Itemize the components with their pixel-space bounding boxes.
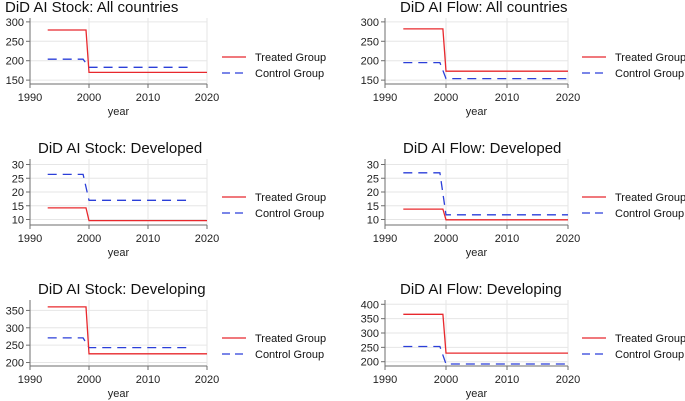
control-group-line	[47, 58, 190, 68]
x-tick-label: 2000	[77, 374, 101, 386]
chart-title: DiD AI Flow: Developing	[400, 281, 562, 298]
x-tick-label: 2020	[556, 92, 580, 104]
legend-label-treated: Treated Group	[255, 333, 326, 345]
y-tick-label: 250	[6, 36, 24, 48]
x-tick-label: 2000	[434, 233, 458, 245]
x-tick-label: 1990	[373, 374, 397, 386]
y-tick-label: 200	[361, 357, 379, 369]
x-tick-label: 2000	[434, 374, 458, 386]
y-tick-label: 150	[6, 75, 24, 87]
y-tick-label: 300	[361, 328, 379, 340]
x-tick-label: 2010	[495, 233, 519, 245]
y-tick-label: 200	[6, 358, 24, 370]
x-tick-label: 2010	[136, 374, 160, 386]
x-tick-label: 1990	[18, 233, 42, 245]
x-tick-label: 2020	[556, 374, 580, 386]
legend-label-treated: Treated Group	[615, 333, 685, 345]
chart-panel-2: DiD AI Flow: All countries 150 200 250 300 19…	[361, 0, 685, 118]
control-group-line	[403, 61, 568, 80]
chart-title: DiD AI Stock: Developed	[38, 140, 202, 157]
legend-label-treated: Treated Group	[615, 192, 685, 204]
treated-group-line	[403, 28, 568, 72]
y-tick-label: 300	[6, 17, 24, 29]
y-tick-label: 150	[361, 75, 379, 87]
y-tick-label: 300	[6, 323, 24, 335]
x-tick-label: 2010	[136, 233, 160, 245]
x-tick-label: 2020	[195, 233, 219, 245]
control-group-line	[403, 345, 568, 365]
y-tick-label: 10	[367, 215, 379, 227]
control-group-line	[47, 337, 190, 349]
x-tick-label: 1990	[18, 92, 42, 104]
y-tick-label: 20	[12, 187, 24, 199]
treated-group-line	[47, 306, 207, 355]
x-tick-label: 2000	[77, 92, 101, 104]
control-group-line	[47, 173, 190, 201]
chart-title: DiD AI Flow: Developed	[403, 140, 561, 157]
legend-label-control: Control Group	[255, 208, 324, 220]
y-tick-label: 200	[361, 56, 379, 68]
x-tick-label: 2020	[195, 92, 219, 104]
x-axis-label: year	[108, 106, 130, 118]
x-axis-label: year	[108, 247, 130, 259]
y-tick-label: 300	[361, 17, 379, 29]
x-tick-label: 1990	[373, 233, 397, 245]
y-tick-label: 400	[361, 299, 379, 311]
legend-label-control: Control Group	[615, 68, 684, 80]
y-tick-label: 350	[361, 314, 379, 326]
legend-label-control: Control Group	[255, 68, 324, 80]
x-tick-label: 1990	[373, 92, 397, 104]
y-tick-label: 250	[6, 340, 24, 352]
y-tick-label: 350	[6, 305, 24, 317]
legend-label-treated: Treated Group	[255, 52, 326, 64]
x-axis-label: year	[466, 106, 488, 118]
y-tick-label: 250	[361, 342, 379, 354]
chart-title: DiD AI Stock: All countries	[5, 0, 178, 16]
x-axis-label: year	[108, 388, 130, 400]
y-tick-label: 15	[367, 201, 379, 213]
x-axis-label: year	[466, 247, 488, 259]
chart-panel-1: DiD AI Stock: All countries 150 200 250 300 1…	[5, 0, 326, 118]
legend-label-control: Control Group	[255, 349, 324, 361]
legend-label-control: Control Group	[615, 349, 684, 361]
x-tick-label: 1990	[18, 374, 42, 386]
control-group-line	[403, 172, 568, 216]
y-tick-label: 250	[361, 36, 379, 48]
y-tick-label: 25	[12, 173, 24, 185]
x-tick-label: 2010	[495, 92, 519, 104]
y-tick-label: 30	[12, 160, 24, 172]
y-tick-label: 200	[6, 56, 24, 68]
legend-label-treated: Treated Group	[255, 192, 326, 204]
y-tick-label: 15	[12, 201, 24, 213]
y-tick-label: 10	[12, 215, 24, 227]
chart-panel-5: DiD AI Stock: Developing 200 250 300 350 1990…	[6, 281, 327, 400]
x-tick-label: 2000	[77, 233, 101, 245]
chart-title: DiD AI Flow: All countries	[400, 0, 568, 16]
x-tick-label: 2000	[434, 92, 458, 104]
y-tick-label: 20	[367, 187, 379, 199]
treated-group-line	[47, 207, 207, 222]
x-tick-label: 2010	[136, 92, 160, 104]
legend-label-control: Control Group	[615, 208, 684, 220]
x-axis-label: year	[466, 388, 488, 400]
x-tick-label: 2020	[556, 233, 580, 245]
chart-title: DiD AI Stock: Developing	[38, 281, 206, 298]
y-tick-label: 30	[367, 160, 379, 172]
legend-label-treated: Treated Group	[615, 52, 685, 64]
x-tick-label: 2020	[195, 374, 219, 386]
treated-group-line	[403, 313, 568, 354]
treated-group-line	[403, 208, 568, 221]
treated-group-line	[47, 29, 207, 74]
chart-panel-6: DiD AI Flow: Developing 200 250 300 350 400 19…	[361, 281, 685, 400]
y-tick-label: 25	[367, 173, 379, 185]
x-tick-label: 2010	[495, 374, 519, 386]
